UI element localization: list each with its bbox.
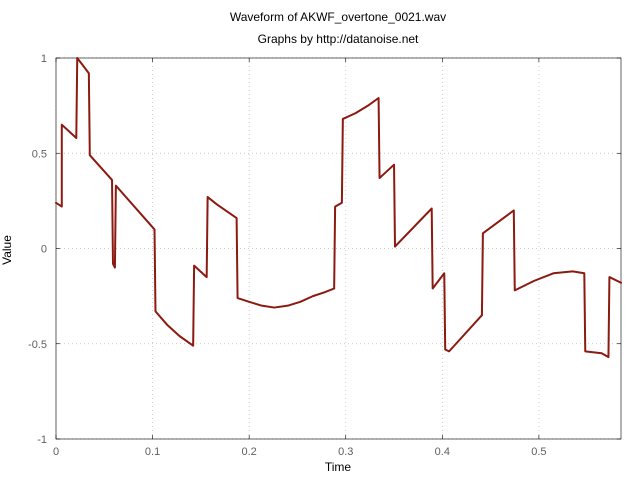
x-tick-label: 0.1 (145, 446, 160, 458)
series-layer (55, 57, 622, 359)
x-axis-label: Time (325, 460, 352, 474)
x-tick-label: 0.5 (531, 446, 546, 458)
y-tick-label: 0.5 (32, 148, 47, 160)
chart-subtitle: Graphs by http://datanoise.net (258, 32, 419, 46)
grid-lines (55, 57, 621, 440)
y-tick-label: -0.5 (28, 339, 47, 351)
x-tick-label: 0.2 (242, 446, 257, 458)
x-tick-label: 0.4 (435, 446, 450, 458)
y-tick-label: 0 (41, 244, 47, 256)
x-tick-label: 0 (53, 446, 59, 458)
y-axis-label: Value (0, 235, 14, 265)
chart-title: Waveform of AKWF_overtone_0021.wav (230, 10, 446, 24)
x-tick-label: 0.3 (338, 446, 353, 458)
waveform-series-line (55, 57, 622, 359)
y-tick-label: 1 (41, 53, 47, 65)
y-tick-label: -1 (37, 434, 47, 446)
axis-ticks: 0 0.1 0.2 0.3 0.4 0.5 -1 -0.5 0 0.5 1 (28, 53, 621, 458)
